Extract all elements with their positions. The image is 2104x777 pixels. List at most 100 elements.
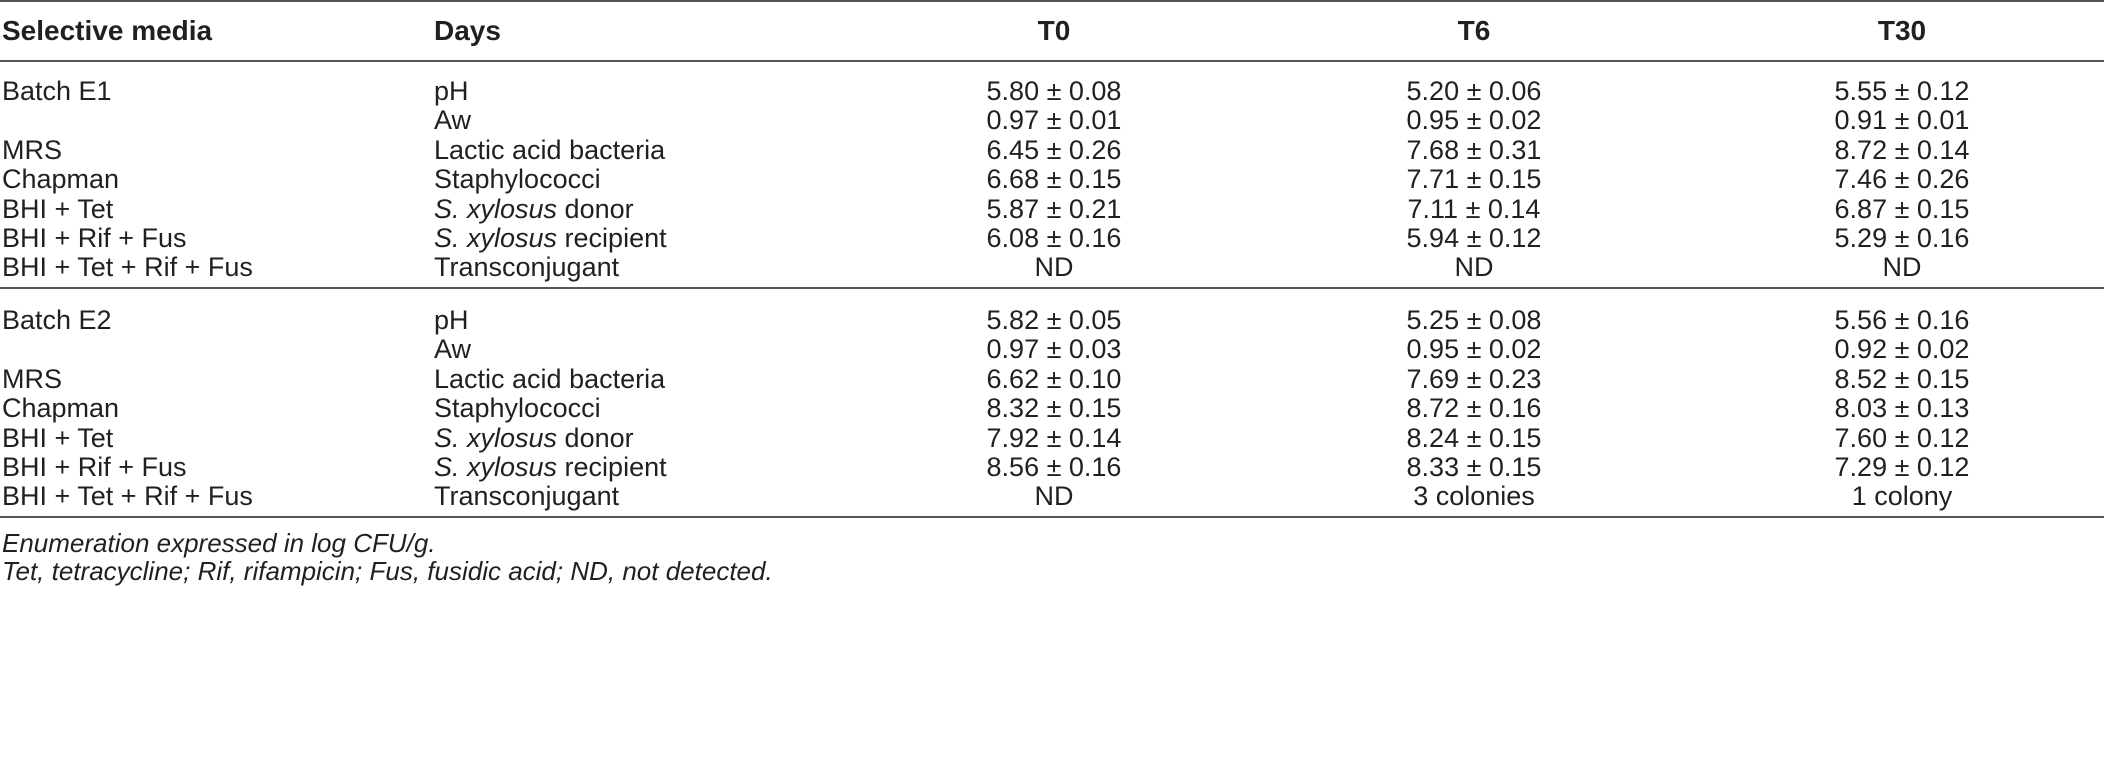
cell-days-label: recipient — [557, 452, 667, 482]
cell-t6: 5.25 ± 0.08 — [1406, 305, 1542, 335]
cell-days-species: S. xylosus — [434, 223, 558, 253]
cell-t30: 5.56 ± 0.16 — [1834, 305, 1970, 335]
cell-t6: 7.11 ± 0.14 — [1407, 193, 1541, 224]
cell-t0: 6.45 ± 0.26 — [986, 134, 1122, 165]
cell-t6: ND — [1454, 252, 1494, 283]
cell-selective-media: Chapman — [2, 393, 120, 424]
table-row: Batch E2 pH 5.82 ± 0.05 5.25 ± 0.08 5.56 ± 0… — [0, 300, 2104, 340]
table-row: BHI + Rif + Fus S. xylosus recipient 6.08 … — [0, 218, 2104, 258]
cell-days: Lactic acid bacteria — [434, 359, 665, 399]
cell-t30: 7.60 ± 0.12 — [1834, 422, 1970, 453]
cell-days: Aw — [434, 329, 471, 369]
cell-t30: 5.29 ± 0.16 — [1834, 223, 1970, 253]
header-t30: T30 — [1877, 15, 1927, 46]
cell-t30: 1 colony — [1851, 481, 1953, 512]
cell-selective-media: Batch E1 — [2, 76, 112, 106]
cell-days: S. xylosus recipient — [434, 218, 667, 258]
cell-days: pH — [434, 300, 469, 340]
header-days: Days — [434, 15, 501, 46]
cell-t30: 5.55 ± 0.12 — [1834, 76, 1970, 106]
cell-t0: 6.62 ± 0.10 — [986, 363, 1122, 394]
cell-t30: 0.91 ± 0.01 — [1834, 105, 1970, 136]
cell-days-species: S. xylosus — [434, 193, 558, 224]
table-top-rule — [0, 0, 2104, 2]
cell-days: S. xylosus recipient — [434, 447, 667, 487]
cell-days-label: Aw — [434, 334, 472, 365]
cell-days-label: pH — [434, 305, 469, 335]
cell-selective-media: Chapman — [2, 164, 120, 195]
cell-t30: 6.87 ± 0.15 — [1834, 193, 1970, 224]
footnote-enumeration: Enumeration expressed in log CFU/g. — [2, 528, 436, 558]
cell-t0: ND — [1034, 252, 1074, 283]
cell-t30: ND — [1882, 252, 1922, 283]
header-row: Selective media Days T0 T6 T30 — [0, 11, 2104, 51]
table-row: BHI + Rif + Fus S. xylosus recipient 8.56 … — [0, 447, 2104, 487]
table-row: BHI + Tet S. xylosus donor 7.92 ± 0.14 8.24… — [0, 418, 2104, 458]
batch-separator-rule — [0, 287, 2104, 289]
cell-t0: 0.97 ± 0.03 — [986, 334, 1122, 365]
cell-selective-media: BHI + Tet + Rif + Fus — [2, 252, 253, 283]
cell-days: S. xylosus donor — [434, 418, 634, 458]
cell-t0: 5.80 ± 0.08 — [986, 76, 1122, 106]
cell-days-label: donor — [557, 422, 634, 453]
cell-days: Transconjugant — [434, 247, 619, 287]
cell-days-label: Staphylococci — [434, 164, 601, 195]
cell-t6: 8.24 ± 0.15 — [1406, 422, 1542, 453]
cell-selective-media: BHI + Rif + Fus — [2, 452, 187, 482]
cell-days-species: S. xylosus — [434, 452, 558, 482]
cell-t0: 6.08 ± 0.16 — [986, 223, 1122, 253]
table-row: Chapman Staphylococci 6.68 ± 0.15 7.71 ± 0.… — [0, 159, 2104, 199]
table-bottom-rule — [0, 516, 2104, 518]
cell-t30: 8.72 ± 0.14 — [1834, 134, 1970, 165]
cell-days-label: Lactic acid bacteria — [434, 363, 666, 394]
header-t6: T6 — [1457, 15, 1491, 46]
cell-t6: 5.94 ± 0.12 — [1406, 223, 1542, 253]
cell-days-label: donor — [557, 193, 634, 224]
cell-selective-media: MRS — [2, 134, 62, 165]
cell-t0: 7.92 ± 0.14 — [986, 422, 1122, 453]
cell-days: Staphylococci — [434, 388, 601, 428]
cell-days: Lactic acid bacteria — [434, 130, 665, 170]
cell-selective-media: BHI + Tet — [2, 193, 114, 224]
cell-t6: 0.95 ± 0.02 — [1406, 105, 1542, 136]
header-t0: T0 — [1037, 15, 1071, 46]
table-row: Aw 0.97 ± 0.03 0.95 ± 0.02 0.92 ± 0.02 — [0, 329, 2104, 369]
cell-t0: 5.82 ± 0.05 — [986, 305, 1122, 335]
cell-t6: 3 colonies — [1413, 481, 1535, 512]
cell-t30: 7.46 ± 0.26 — [1834, 164, 1970, 195]
cell-selective-media: BHI + Tet + Rif + Fus — [2, 481, 253, 512]
cell-t0: 8.32 ± 0.15 — [986, 393, 1122, 424]
cell-t0: 0.97 ± 0.01 — [986, 105, 1122, 136]
table-row: Aw 0.97 ± 0.01 0.95 ± 0.02 0.91 ± 0.01 — [0, 100, 2104, 140]
cell-t6: 7.68 ± 0.31 — [1406, 134, 1542, 165]
table-row: MRS Lactic acid bacteria 6.45 ± 0.26 7.68 ±… — [0, 130, 2104, 170]
cell-days-label: Staphylococci — [434, 393, 601, 424]
cell-days: Transconjugant — [434, 476, 619, 516]
cell-t6: 8.72 ± 0.16 — [1406, 393, 1542, 424]
cell-selective-media: Batch E2 — [2, 305, 112, 335]
cell-t0: 8.56 ± 0.16 — [986, 452, 1122, 482]
cell-days-species: S. xylosus — [434, 422, 558, 453]
cell-days-label: recipient — [557, 223, 667, 253]
cell-t6: 5.20 ± 0.06 — [1406, 76, 1542, 106]
cell-t30: 8.52 ± 0.15 — [1834, 363, 1970, 394]
cell-selective-media: BHI + Tet — [2, 422, 114, 453]
cell-t0: 6.68 ± 0.15 — [986, 164, 1122, 195]
table-row: Chapman Staphylococci 8.32 ± 0.15 8.72 ± 0.… — [0, 388, 2104, 428]
cell-t0: ND — [1034, 481, 1074, 512]
cell-days-label: Transconjugant — [434, 252, 620, 283]
table-row: BHI + Tet + Rif + Fus Transconjugant ND ND N… — [0, 247, 2104, 287]
table-row: BHI + Tet + Rif + Fus Transconjugant ND 3 c… — [0, 476, 2104, 516]
cell-days-label: Transconjugant — [434, 481, 620, 512]
cell-days: Staphylococci — [434, 159, 601, 199]
cell-selective-media: BHI + Rif + Fus — [2, 223, 187, 253]
table-row: Batch E1 pH 5.80 ± 0.08 5.20 ± 0.06 5.55 ± 0… — [0, 71, 2104, 111]
cell-days: Aw — [434, 100, 471, 140]
cell-selective-media: MRS — [2, 363, 62, 394]
cell-t30: 7.29 ± 0.12 — [1834, 452, 1970, 482]
cell-days-label: Lactic acid bacteria — [434, 134, 666, 165]
cell-t6: 7.69 ± 0.23 — [1406, 363, 1542, 394]
table-row: BHI + Tet S. xylosus donor 5.87 ± 0.21 7.11… — [0, 189, 2104, 229]
cell-t6: 7.71 ± 0.15 — [1406, 164, 1542, 195]
cell-days: S. xylosus donor — [434, 189, 634, 229]
